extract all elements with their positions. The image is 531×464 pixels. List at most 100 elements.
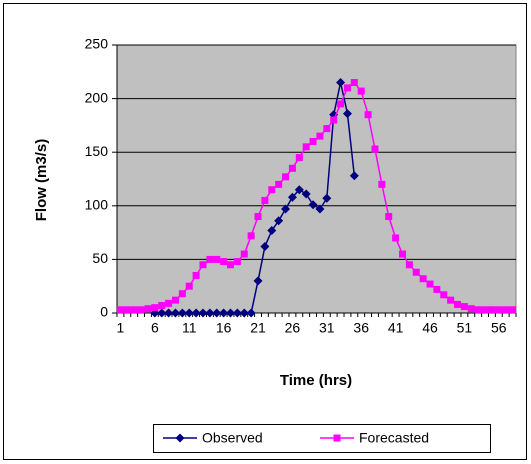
data-point — [301, 189, 311, 199]
data-point — [364, 111, 372, 119]
data-point — [192, 271, 200, 279]
legend-label: Forecasted — [359, 430, 429, 446]
data-point — [260, 242, 270, 252]
x-tick-label: 46 — [422, 320, 438, 336]
data-point — [116, 306, 124, 314]
data-point — [440, 291, 448, 299]
y-tick-label: 250 — [85, 36, 109, 52]
y-tick-label: 0 — [100, 304, 108, 320]
y-tick-label: 150 — [85, 143, 109, 159]
data-point — [294, 185, 304, 195]
data-point — [288, 164, 296, 172]
data-point — [261, 196, 269, 204]
data-point — [433, 285, 441, 293]
legend-marker — [333, 434, 341, 442]
data-point — [184, 308, 194, 318]
data-point — [322, 193, 332, 203]
y-axis-label: Flow (m3/s) — [33, 139, 50, 222]
data-point — [509, 306, 517, 314]
x-tick-label: 26 — [285, 320, 301, 336]
data-point — [495, 306, 503, 314]
data-point — [337, 100, 345, 108]
data-point — [308, 200, 318, 210]
data-point — [157, 308, 167, 318]
data-point — [226, 308, 236, 318]
data-point — [385, 213, 393, 221]
y-tick-label: 200 — [85, 89, 109, 105]
data-point — [253, 276, 263, 286]
x-tick-label: 51 — [457, 320, 473, 336]
data-point — [275, 180, 283, 188]
data-point — [474, 306, 482, 314]
data-point — [295, 154, 303, 162]
data-point — [185, 282, 193, 290]
data-point — [405, 261, 413, 269]
x-tick-label: 11 — [182, 320, 197, 336]
data-point — [447, 296, 455, 304]
data-point — [198, 308, 208, 318]
data-point — [213, 255, 221, 263]
data-point — [227, 261, 235, 269]
data-point — [316, 132, 324, 140]
data-point — [254, 213, 262, 221]
data-point — [191, 308, 201, 318]
data-point — [137, 306, 145, 314]
x-tick-label: 56 — [491, 320, 507, 336]
data-point — [467, 305, 475, 313]
y-tick-label: 50 — [92, 250, 108, 266]
data-point — [412, 268, 420, 276]
data-point — [481, 306, 489, 314]
data-point — [282, 173, 290, 181]
x-tick-label: 41 — [388, 320, 404, 336]
data-point — [171, 296, 179, 304]
data-point — [454, 300, 462, 308]
data-point — [502, 306, 510, 314]
x-tick-label: 6 — [151, 320, 159, 336]
data-point — [302, 143, 310, 151]
data-point — [267, 225, 277, 235]
plot-area — [116, 44, 517, 314]
data-point — [287, 192, 297, 202]
x-tick-label: 1 — [117, 320, 125, 336]
data-point — [398, 250, 406, 258]
data-point — [240, 250, 248, 258]
data-point — [151, 304, 159, 312]
data-point — [220, 258, 228, 266]
data-point — [232, 308, 242, 318]
data-point — [419, 275, 427, 283]
data-point — [219, 308, 229, 318]
data-point — [170, 308, 180, 318]
data-point — [268, 186, 276, 194]
data-point — [357, 87, 365, 95]
data-point — [426, 280, 434, 288]
data-point — [246, 308, 256, 318]
data-point — [130, 306, 138, 314]
data-point — [199, 261, 207, 269]
data-point — [164, 308, 174, 318]
data-point — [158, 301, 166, 309]
data-point — [315, 204, 325, 214]
x-tick-label: 31 — [319, 320, 335, 336]
data-point — [205, 308, 215, 318]
data-point — [371, 145, 379, 153]
data-point — [392, 234, 400, 242]
data-point — [247, 232, 255, 240]
data-point — [349, 171, 359, 181]
data-point — [165, 299, 173, 307]
data-point — [274, 216, 284, 226]
data-point — [309, 137, 317, 145]
data-point — [378, 180, 386, 188]
data-point — [178, 290, 186, 298]
data-point — [343, 84, 351, 92]
data-point — [323, 125, 331, 133]
data-point — [177, 308, 187, 318]
data-point — [460, 303, 468, 311]
data-point — [281, 204, 291, 214]
x-tick-label: 21 — [250, 320, 266, 336]
data-point — [233, 258, 241, 266]
data-point — [123, 306, 131, 314]
data-point — [336, 78, 346, 88]
data-point — [488, 306, 496, 314]
x-tick-label: 36 — [353, 320, 369, 336]
